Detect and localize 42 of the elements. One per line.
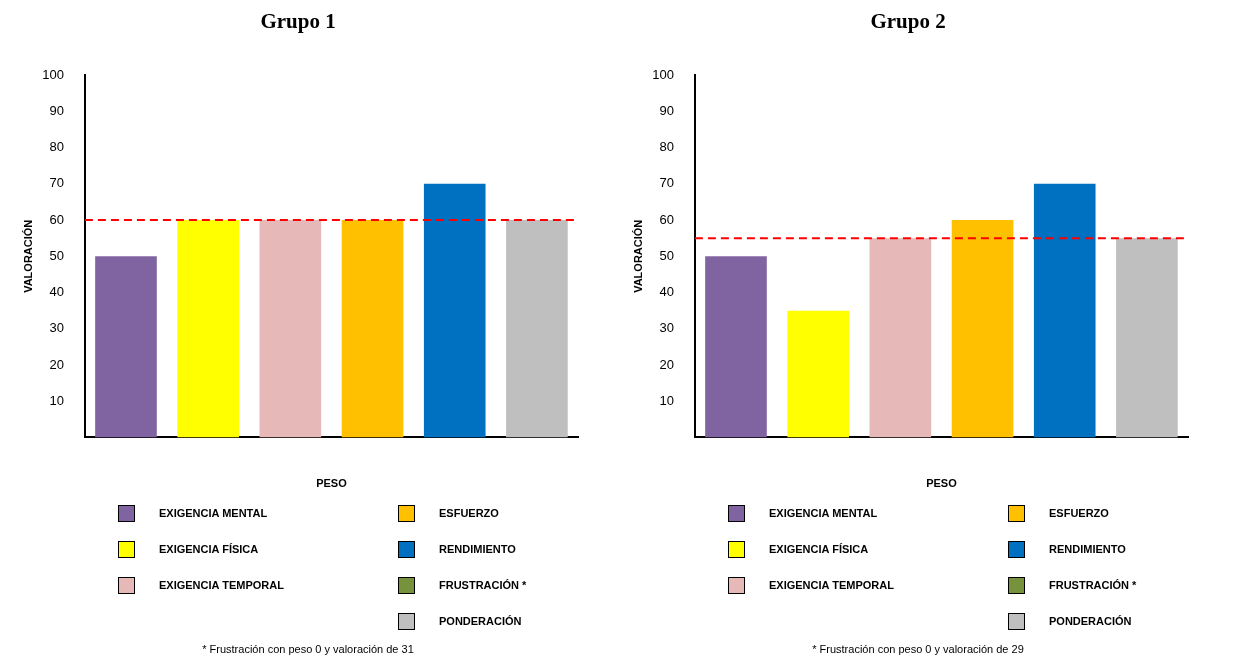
chart-title: Grupo 2 — [870, 9, 946, 34]
y-tick-label: 70 — [659, 175, 674, 191]
legend-label: RENDIMIENTO — [439, 543, 516, 555]
text: * Frustración con peso 0 y valoración de 29 — [811, 643, 1025, 655]
y-tick-label: 100 — [42, 66, 64, 82]
x-axis-title: PESO — [926, 477, 958, 490]
y-axis-title: VALORACIÓN — [21, 219, 34, 293]
y-tick-label: 10 — [659, 392, 674, 408]
y-tick-label: 30 — [659, 320, 674, 336]
legend-label: PONDERACIÓN — [439, 615, 522, 627]
y-tick-label: 50 — [659, 247, 674, 263]
legend-label: EXIGENCIA MENTAL — [159, 507, 268, 519]
y-tick-label: 80 — [49, 139, 64, 155]
legend-label: PONDERACIÓN — [1049, 615, 1132, 627]
legend-label: EXIGENCIA FÍSICA — [159, 543, 259, 555]
legend-label: FRUSTRACIÓN * — [439, 579, 527, 591]
legend-label: FRUSTRACIÓN * — [1049, 579, 1137, 591]
y-tick-label: 30 — [49, 320, 64, 336]
chart-title: Grupo 1 — [260, 9, 336, 34]
y-tick-label: 50 — [49, 247, 64, 263]
y-tick-label: 100 — [652, 66, 674, 82]
y-tick-label: 20 — [49, 356, 64, 372]
y-tick-label: 40 — [49, 284, 64, 300]
y-tick-label: 60 — [49, 211, 64, 227]
y-axis-title: VALORACIÓN — [631, 219, 644, 293]
legend-label: EXIGENCIA TEMPORAL — [769, 579, 894, 591]
legend-label: RENDIMIENTO — [1049, 543, 1126, 555]
legend-label: EXIGENCIA MENTAL — [769, 507, 878, 519]
legend-label: ESFUERZO — [439, 507, 499, 519]
y-tick-label: 20 — [659, 356, 674, 372]
x-axis-title: PESO — [316, 477, 348, 490]
y-tick-label: 40 — [659, 284, 674, 300]
y-tick-label: 10 — [49, 392, 64, 408]
y-tick-label: 60 — [659, 211, 674, 227]
legend-label: ESFUERZO — [1049, 507, 1109, 519]
y-tick-label: 80 — [659, 139, 674, 155]
y-tick-label: 70 — [49, 175, 64, 191]
y-tick-label: 90 — [49, 103, 64, 118]
y-tick-label: 90 — [659, 103, 674, 118]
legend-label: EXIGENCIA TEMPORAL — [159, 579, 284, 591]
legend-label: EXIGENCIA FÍSICA — [769, 543, 869, 555]
text: * Frustración con peso 0 y valoración de 31 — [201, 643, 415, 655]
